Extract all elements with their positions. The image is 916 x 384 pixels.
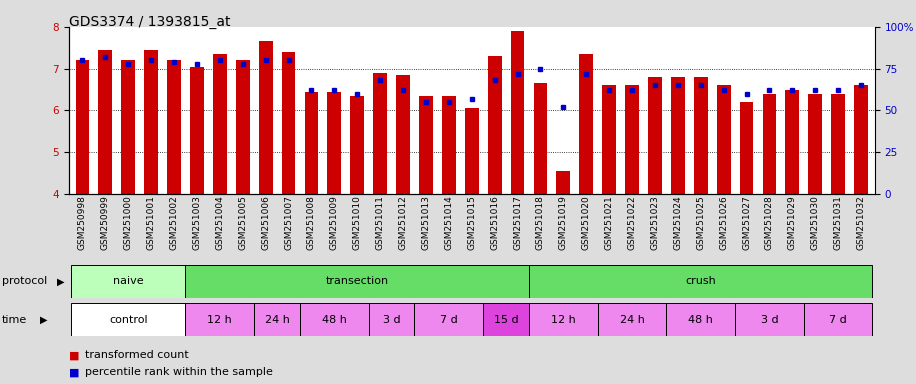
Text: 48 h: 48 h [688,314,714,325]
Text: transformed count: transformed count [85,350,189,360]
Text: 12 h: 12 h [207,314,233,325]
Bar [529,265,872,298]
Bar [556,171,570,194]
Bar [625,85,638,194]
Text: protocol: protocol [2,276,47,286]
Bar [484,303,529,336]
Text: percentile rank within the sample: percentile rank within the sample [85,367,273,377]
Bar [281,52,295,194]
Text: naive: naive [113,276,144,286]
Bar [716,85,730,194]
Bar [185,303,254,336]
Text: 3 d: 3 d [760,314,779,325]
Bar [598,303,667,336]
Bar [71,303,185,336]
Bar [804,303,872,336]
Text: ▶: ▶ [40,314,48,325]
Bar [185,265,529,298]
Bar [300,303,368,336]
Bar [785,89,799,194]
Bar [671,77,684,194]
Text: 48 h: 48 h [322,314,347,325]
Text: 7 d: 7 d [829,314,847,325]
Bar [419,96,432,194]
Bar [464,108,478,194]
Bar [487,56,501,194]
Bar [254,303,300,336]
Bar [693,77,707,194]
Text: transection: transection [326,276,388,286]
Bar [373,73,387,194]
Bar [414,303,483,336]
Bar [739,102,753,194]
Bar [144,50,158,194]
Bar [603,85,616,194]
Text: ▶: ▶ [57,276,64,286]
Bar [99,50,112,194]
Bar [579,54,593,194]
Text: control: control [109,314,147,325]
Bar [213,54,226,194]
Bar [762,94,776,194]
Text: 15 d: 15 d [494,314,518,325]
Bar [666,303,735,336]
Bar [735,303,804,336]
Text: 12 h: 12 h [551,314,576,325]
Bar [368,303,414,336]
Bar [75,60,89,194]
Bar [529,303,598,336]
Bar [191,66,203,194]
Bar [510,31,524,194]
Text: 7 d: 7 d [440,314,458,325]
Text: GDS3374 / 1393815_at: GDS3374 / 1393815_at [69,15,230,29]
Bar [167,60,180,194]
Bar [854,85,867,194]
Text: crush: crush [685,276,716,286]
Bar [71,265,185,298]
Bar [832,94,845,194]
Text: time: time [2,314,27,325]
Bar [648,77,661,194]
Text: ■: ■ [69,350,79,360]
Text: ■: ■ [69,367,79,377]
Bar [327,92,341,194]
Bar [304,92,318,194]
Bar [350,96,364,194]
Bar [442,96,455,194]
Bar [235,60,249,194]
Bar [121,60,135,194]
Bar [258,41,273,194]
Text: 24 h: 24 h [619,314,645,325]
Text: 3 d: 3 d [383,314,400,325]
Bar [533,83,547,194]
Bar [808,94,822,194]
Text: 24 h: 24 h [265,314,289,325]
Bar [396,75,409,194]
